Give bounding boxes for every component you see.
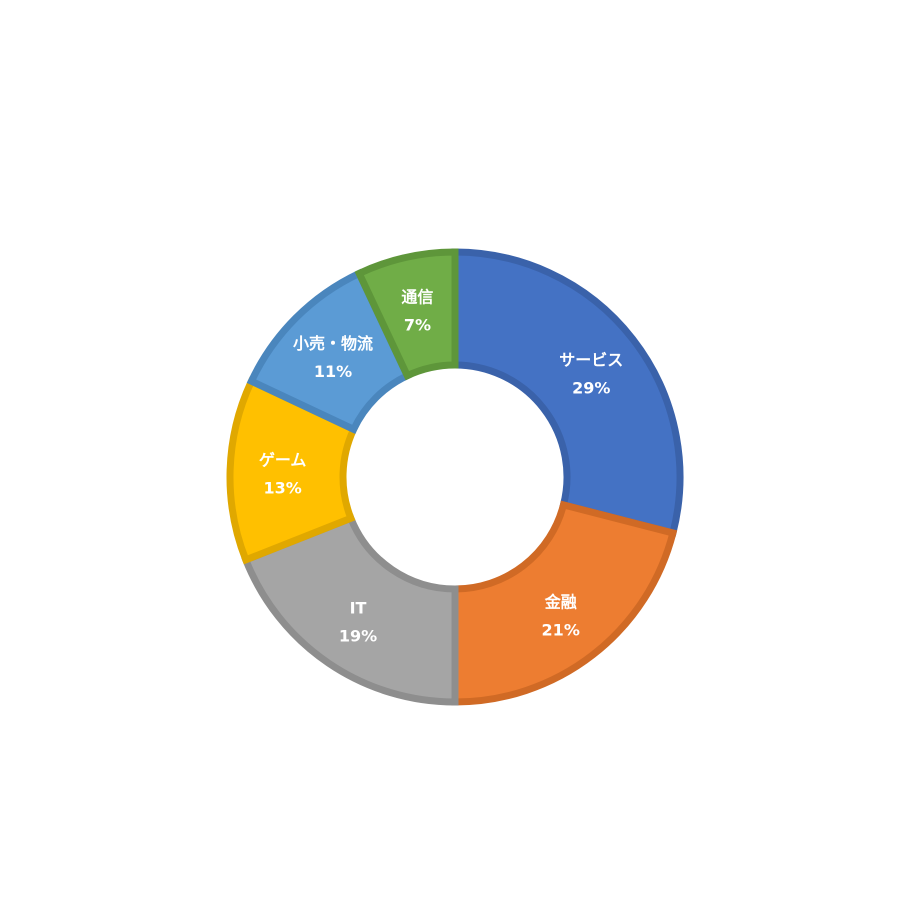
slice-0 [451,248,684,538]
slice-name-label-5: 通信 [401,288,433,307]
slice-value-label-5: 7% [404,316,431,335]
slice-name-label-1: 金融 [544,592,577,611]
slice-name-label-0: サービス [559,350,623,369]
slice-name-label-4: 小売・物流 [293,334,373,353]
slice-value-label-3: 13% [263,479,301,498]
slice-name-label-2: IT [350,599,367,618]
slices-layer [226,248,684,706]
slice-1 [451,500,678,706]
slice-2 [241,513,459,706]
slice-name-label-3: ゲーム [259,451,307,470]
labels-layer: サービス 29% 金融 21% IT 19% ゲーム 13% 小売・物流 11% 通信 7% [259,288,623,646]
slice-value-label-4: 11% [314,362,352,381]
slice-5 [354,248,459,381]
slice-value-label-2: 19% [339,627,377,646]
slice-value-label-0: 29% [572,378,610,397]
slice-value-label-1: 21% [542,620,580,639]
